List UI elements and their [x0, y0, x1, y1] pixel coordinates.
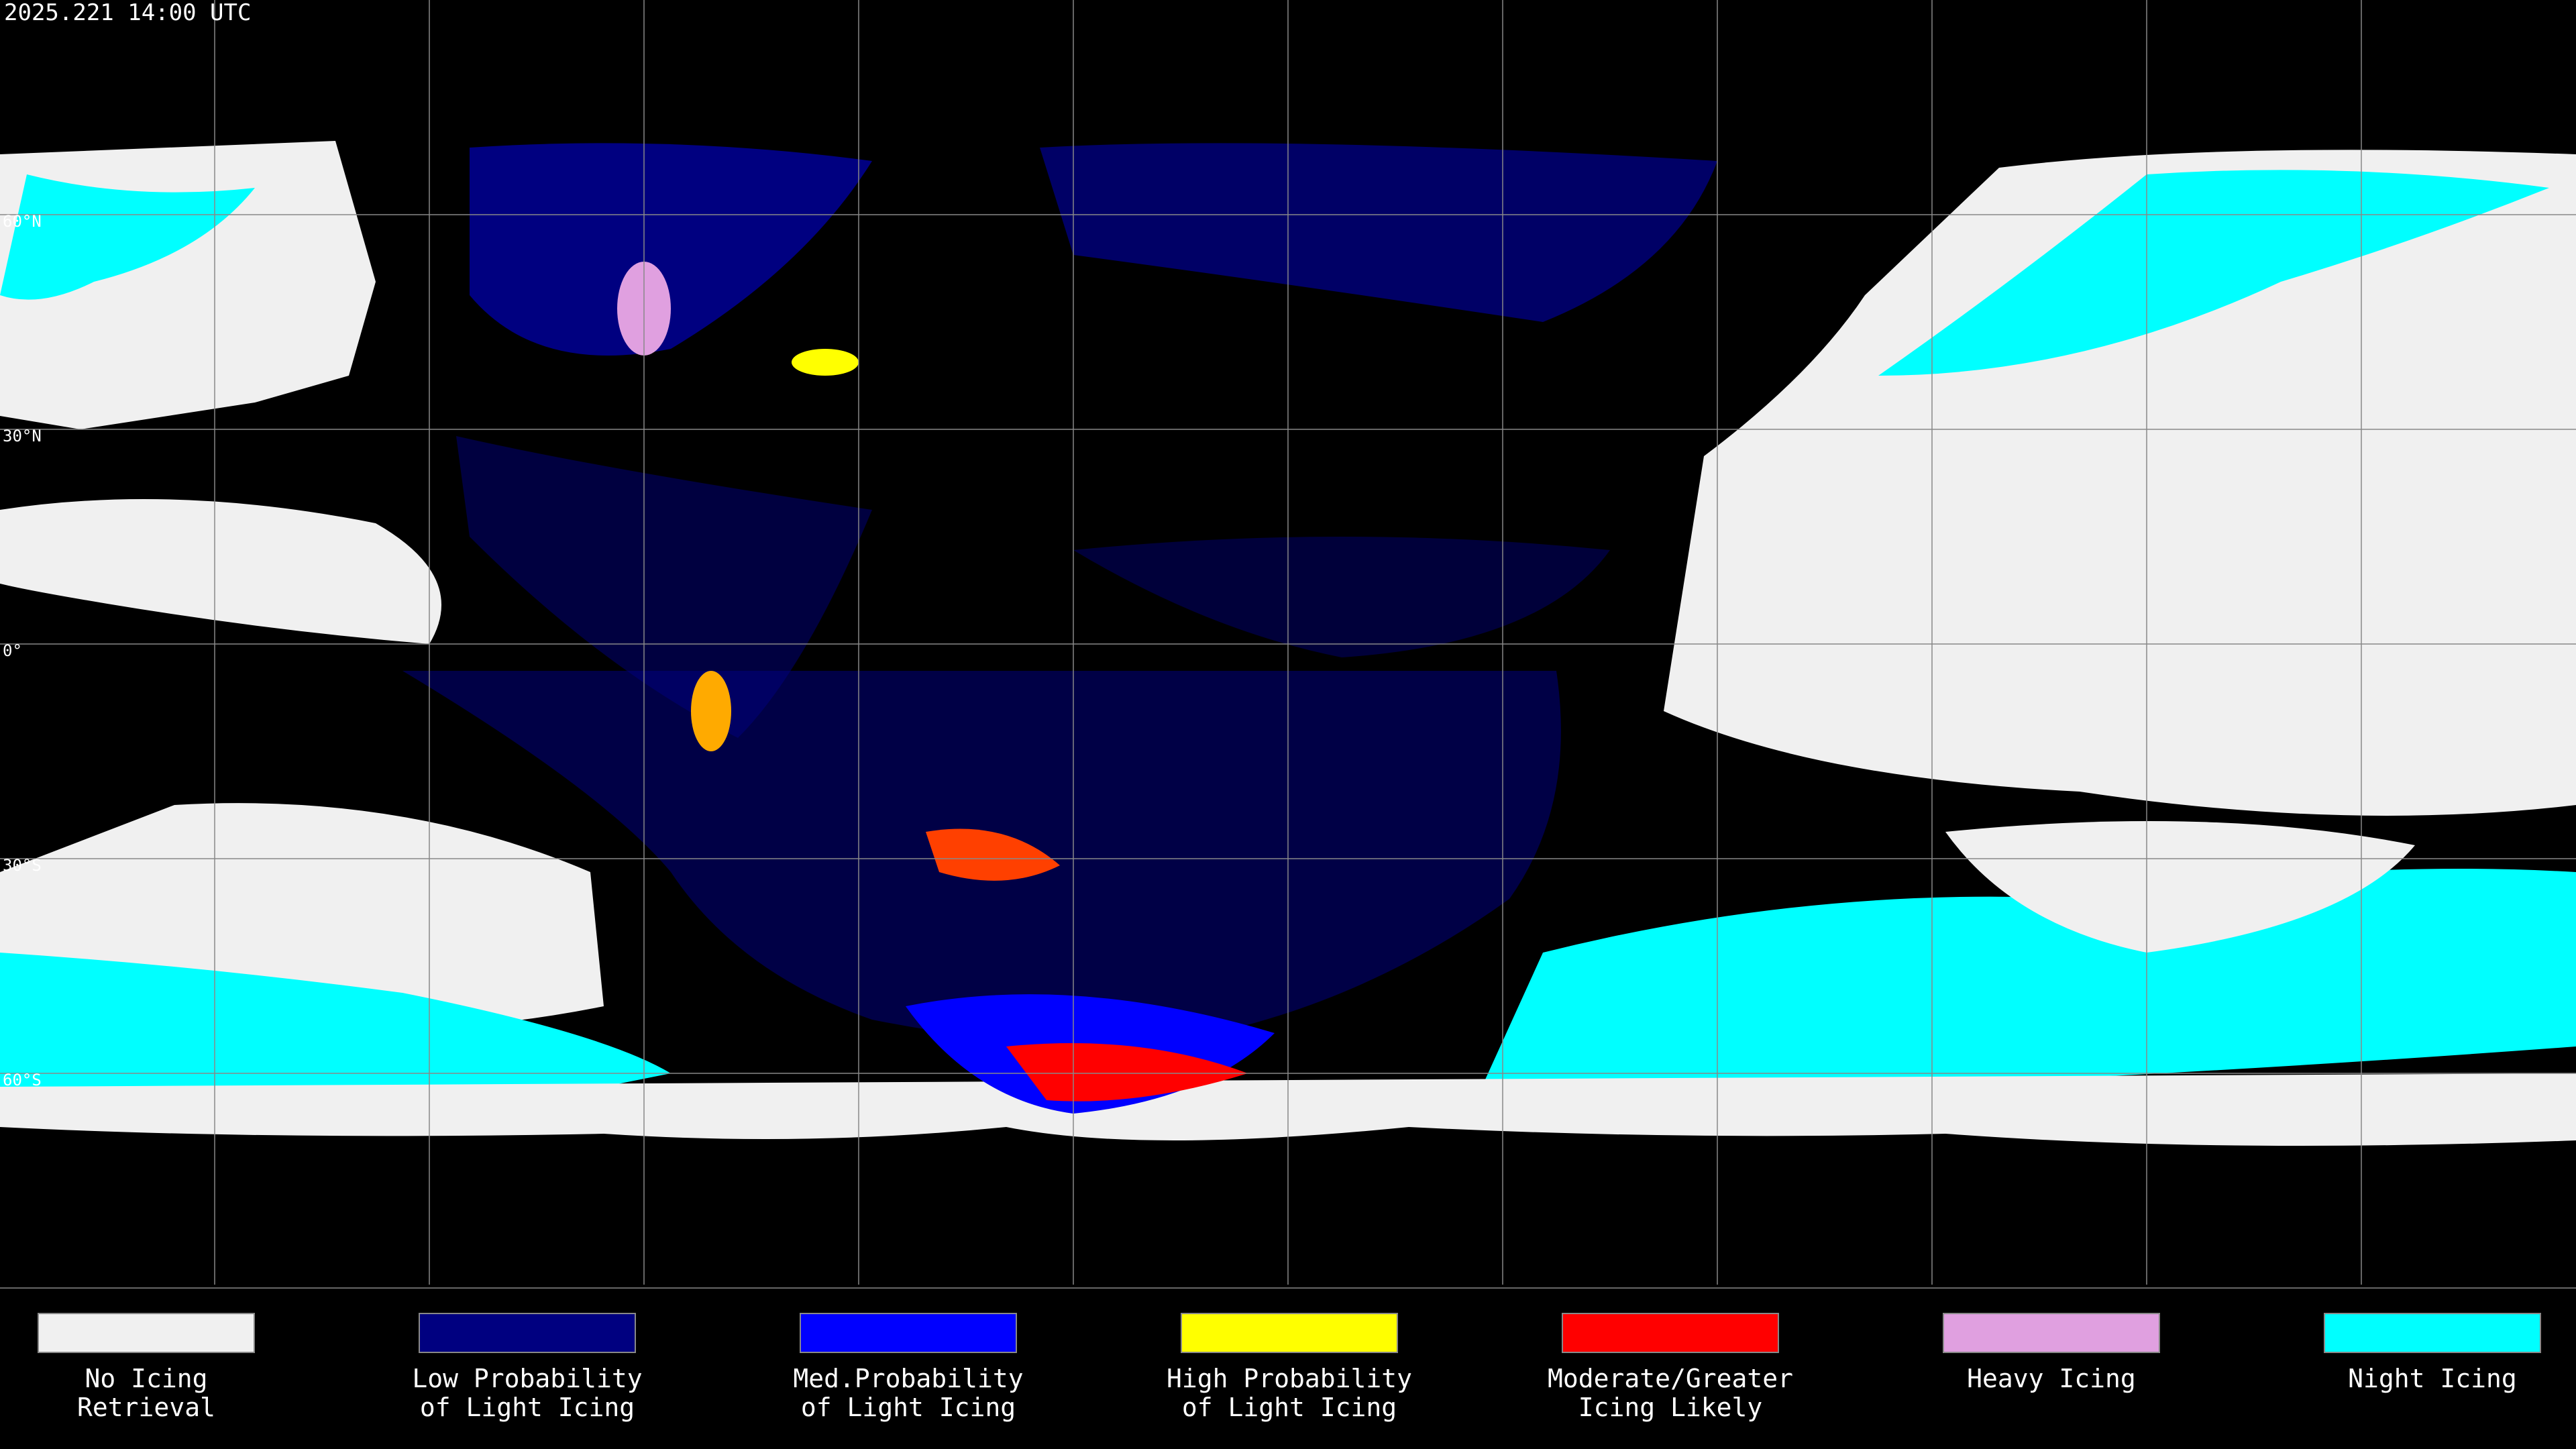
icing-region: [456, 436, 872, 738]
cloud-region: [1945, 821, 2415, 953]
legend-swatch: [38, 1313, 255, 1353]
legend-swatch: [1181, 1313, 1398, 1353]
latitude-label: 0°: [3, 641, 22, 660]
night-region: [0, 174, 255, 300]
legend-label: of Light Icing: [801, 1393, 1016, 1422]
legend-swatch: [800, 1313, 1017, 1353]
legend-swatch: [1943, 1313, 2160, 1353]
cloud-region: [1664, 150, 2576, 816]
icing-region: [691, 671, 731, 751]
icing-region: [792, 349, 859, 376]
legend-swatch: [2324, 1313, 2541, 1353]
latitude-label: 30°N: [3, 427, 42, 445]
icing-region: [1040, 143, 1717, 323]
latitude-label: 30°S: [3, 856, 42, 875]
legend-label: No Icing: [85, 1364, 207, 1393]
legend-label: Med.Probability: [793, 1364, 1023, 1393]
legend-label: Retrieval: [77, 1393, 215, 1422]
cloud-region: [0, 499, 441, 644]
legend-label: High Probability: [1167, 1364, 1412, 1393]
legend-label: Heavy Icing: [1967, 1364, 2136, 1393]
legend-label: Moderate/Greater: [1548, 1364, 1793, 1393]
legend-label: Icing Likely: [1578, 1393, 1763, 1422]
icing-region: [926, 828, 1060, 881]
legend-label: Night Icing: [2348, 1364, 2517, 1393]
graticule: [0, 0, 2576, 1289]
legend-swatch: [419, 1313, 636, 1353]
night-region: [1476, 869, 2576, 1105]
legend-label: Low Probability: [412, 1364, 642, 1393]
legend-label: of Light Icing: [1182, 1393, 1397, 1422]
latitude-labels: 60°N 30°N 0° 30°S 60°S: [3, 212, 42, 1089]
latitude-label: 60°N: [3, 212, 42, 231]
timestamp: 2025.221 14:00 UTC: [4, 0, 251, 26]
legend-label: of Light Icing: [420, 1393, 635, 1422]
legend-swatch: [1562, 1313, 1779, 1353]
icing-region: [1073, 537, 1610, 657]
icing-region: [470, 143, 872, 356]
latitude-label: 60°S: [3, 1071, 42, 1089]
night-region: [1878, 170, 2549, 376]
icing-region: [1006, 1043, 1248, 1102]
